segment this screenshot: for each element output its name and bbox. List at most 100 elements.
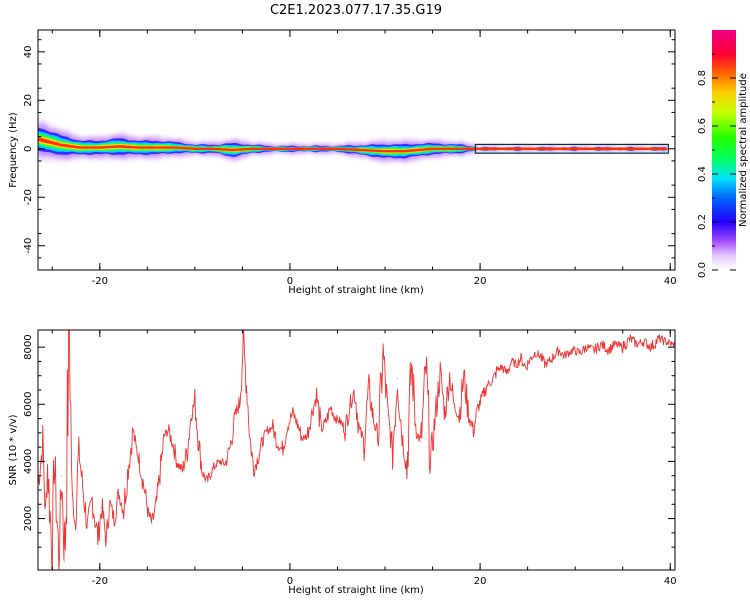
colorbar-tick-label: 0.2 [697, 214, 708, 230]
snr-data-point [45, 515, 47, 517]
snr-data-point [78, 449, 80, 451]
snr-data-point [143, 489, 146, 491]
spectrogram-x-axis-title: Height of straight line (km) [288, 285, 424, 296]
snr-data-point [373, 420, 375, 422]
snr-data-point [401, 435, 403, 437]
snr-data-point [147, 512, 149, 514]
snr-data-point [68, 332, 70, 334]
spectrogram-y-axis-title: Frequency (Hz) [8, 112, 19, 188]
snr-x-tick-label: 20 [474, 576, 487, 587]
snr-data-point [82, 486, 84, 488]
snr-data-point [664, 340, 667, 342]
snr-data-point [601, 343, 603, 345]
snr-data-point [105, 540, 108, 543]
snr-data-point [650, 346, 652, 348]
snr-data-point [472, 429, 474, 431]
snr-data-point [234, 418, 236, 420]
snr-data-point [392, 449, 394, 451]
snr-data-point [118, 492, 120, 494]
snr-data-point [520, 358, 522, 360]
snr-data-point [210, 472, 212, 474]
snr-data-point [71, 495, 73, 497]
snr-data-point [368, 386, 370, 388]
snr-data-point [101, 506, 103, 508]
snr-y-tick-label: 2000 [23, 506, 34, 531]
spectrogram-ticks: -20 0 20 40 -40 -20 0 20 40 [23, 30, 677, 287]
snr-data-point [510, 360, 513, 362]
spectrogram-x-tick-label: -20 [92, 276, 108, 287]
snr-data-point [53, 458, 55, 460]
snr-data-point [127, 466, 129, 468]
snr-data-point [658, 338, 660, 340]
snr-data-point [113, 518, 115, 520]
spectrogram-y-tick-label: -40 [23, 238, 34, 254]
snr-data-point [636, 343, 638, 345]
snr-data-point [151, 523, 153, 525]
snr-data-point [411, 363, 413, 365]
snr-data-point [297, 423, 299, 425]
snr-data-point [425, 366, 427, 368]
snr-panel: -20 0 20 40 2000 4000 6000 8000 Height of strai… [8, 329, 677, 596]
snr-data-point [267, 429, 269, 431]
snr-data-point [548, 360, 551, 362]
spectrogram-heatmap [38, 117, 669, 165]
spectrogram-panel: -20 0 20 40 -40 -20 0 20 40 Height of straight l… [8, 29, 677, 296]
snr-data-point [586, 346, 588, 348]
snr-data-point [272, 426, 274, 428]
snr-data-point [453, 406, 455, 408]
snr-data-point [156, 500, 158, 502]
snr-data-point [51, 552, 53, 554]
snr-data-point [430, 460, 432, 462]
snr-data-point [607, 349, 610, 351]
colorbar-gradient [712, 30, 736, 270]
snr-data-point [277, 443, 279, 445]
snr-data-point [224, 463, 226, 465]
snr-data-point [249, 438, 251, 440]
snr-data-point [201, 472, 204, 474]
snr-data-point [46, 463, 49, 465]
snr-data-point [246, 392, 248, 394]
snr-data-point [181, 469, 184, 471]
snr-data-point [186, 449, 188, 451]
snr-data-point [163, 435, 165, 437]
snr-data-point [396, 378, 398, 380]
snr-data-point [86, 526, 88, 528]
snr-data-point [491, 380, 494, 382]
snr-data-point [132, 429, 134, 431]
snr-data-point [61, 475, 63, 477]
snr-data-point [629, 338, 631, 340]
snr-data-point [281, 449, 283, 451]
snr-data-point [463, 375, 465, 377]
snr-data-point [335, 418, 337, 420]
snr-data-point [91, 498, 93, 500]
snr-data-point [198, 440, 200, 442]
snr-y-tick-label: 6000 [23, 392, 34, 417]
snr-frame [38, 330, 675, 570]
snr-x-axis-title: Height of straight line (km) [288, 585, 424, 596]
snr-data-point [567, 352, 570, 354]
snr-data-point [553, 355, 555, 357]
snr-data-point [563, 355, 565, 357]
snr-data-point [515, 363, 517, 365]
colorbar-ticks: 0.0 0.2 0.4 0.6 0.8 [697, 53, 736, 278]
spectrogram-y-tick-label: 0 [23, 146, 34, 152]
snr-data-point [316, 395, 318, 397]
snr-data-point [434, 415, 436, 417]
snr-data-point [311, 412, 313, 414]
snr-data-point [172, 443, 174, 445]
snr-data-point [406, 466, 408, 468]
snr-data-point [97, 538, 99, 540]
snr-data-point [292, 412, 294, 414]
snr-data-point [671, 343, 673, 345]
snr-data-point [194, 400, 196, 402]
snr-data-point [42, 443, 44, 445]
snr-data-point [167, 429, 169, 431]
snr-x-tick-label: 40 [664, 576, 677, 587]
snr-data-point [177, 463, 179, 465]
snr-data-point [439, 372, 441, 374]
snr-data-point [482, 395, 484, 397]
snr-ticks: -20 0 20 40 2000 4000 6000 8000 [23, 330, 677, 587]
snr-data-point [622, 346, 624, 348]
snr-data-point [377, 435, 379, 437]
